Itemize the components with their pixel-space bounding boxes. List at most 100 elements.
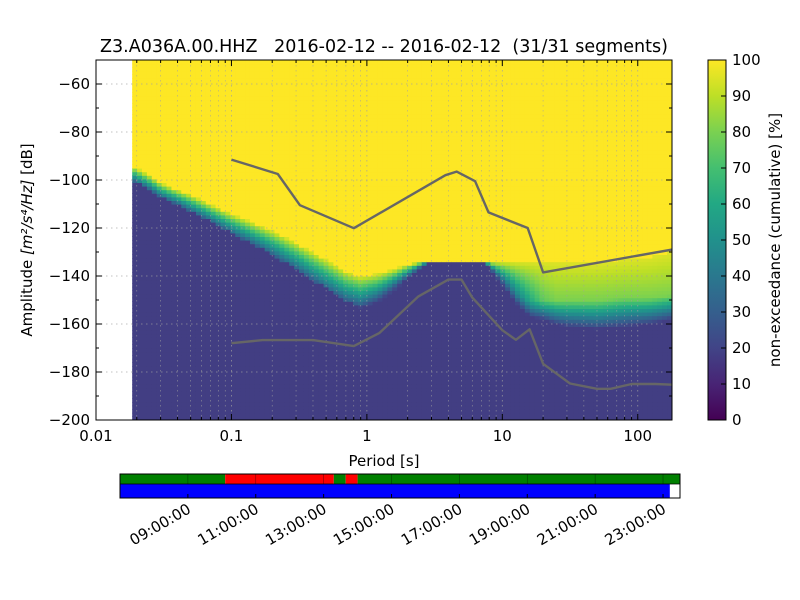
- heatmap-cell: [269, 160, 276, 165]
- heatmap-cell: [156, 67, 163, 72]
- heatmap-cell: [254, 373, 261, 378]
- heatmap-cell: [245, 243, 251, 248]
- heatmap-cell: [323, 211, 330, 216]
- heatmap-cell: [254, 312, 261, 317]
- heatmap-cell: [367, 405, 374, 410]
- heatmap-cell: [132, 301, 138, 306]
- heatmap-cell: [308, 160, 315, 165]
- heatmap-cell: [146, 348, 153, 353]
- heatmap-cell: [171, 128, 177, 133]
- heatmap-cell: [264, 276, 271, 281]
- heatmap-cell: [171, 139, 177, 144]
- heatmap-cell: [362, 189, 369, 194]
- heatmap-cell: [289, 409, 295, 414]
- heatmap-cell: [245, 150, 251, 155]
- heatmap-cell: [225, 171, 231, 176]
- heatmap-cell: [264, 412, 271, 417]
- heatmap-cell: [146, 416, 153, 420]
- heatmap-cell: [137, 146, 143, 151]
- heatmap-cell: [210, 366, 217, 371]
- heatmap-cell: [254, 171, 261, 176]
- heatmap-cell: [308, 132, 315, 137]
- heatmap-cell: [176, 146, 182, 151]
- heatmap-cell: [313, 337, 320, 342]
- heatmap-cell: [245, 88, 251, 93]
- heatmap-cell: [235, 103, 241, 108]
- heatmap-cell: [245, 297, 251, 302]
- heatmap-cell: [259, 283, 266, 288]
- heatmap-cell: [259, 85, 266, 90]
- heatmap-cell: [254, 240, 261, 245]
- heatmap-cell: [264, 272, 271, 277]
- heatmap-cell: [235, 117, 241, 122]
- heatmap-cell: [348, 412, 354, 417]
- heatmap-cell: [225, 312, 231, 317]
- heatmap-cell: [338, 362, 344, 367]
- heatmap-cell: [367, 124, 374, 129]
- heatmap-cell: [161, 146, 168, 151]
- heatmap-cell: [210, 92, 217, 97]
- heatmap-cell: [249, 60, 256, 65]
- heatmap-cell: [132, 240, 138, 245]
- heatmap-cell: [274, 114, 281, 119]
- heatmap-cell: [294, 63, 300, 68]
- heatmap-cell: [146, 240, 153, 245]
- heatmap-cell: [279, 240, 285, 245]
- heatmap-cell: [254, 319, 261, 324]
- heatmap-cell: [249, 304, 256, 309]
- heatmap-cell: [333, 207, 339, 212]
- heatmap-cell: [338, 67, 344, 72]
- heatmap-cell: [200, 315, 207, 320]
- heatmap-cell: [249, 405, 256, 410]
- heatmap-cell: [279, 330, 285, 335]
- heatmap-cell: [137, 380, 143, 385]
- heatmap-cell: [264, 247, 271, 252]
- heatmap-cell: [166, 286, 173, 291]
- heatmap-cell: [151, 214, 158, 219]
- heatmap-cell: [367, 261, 374, 266]
- heatmap-cell: [151, 150, 158, 155]
- heatmap-cell: [191, 85, 197, 90]
- heatmap-cell: [220, 258, 227, 263]
- heatmap-cell: [259, 384, 266, 389]
- heatmap-cell: [225, 106, 231, 111]
- heatmap-cell: [333, 250, 339, 255]
- heatmap-cell: [142, 315, 148, 320]
- heatmap-cell: [362, 258, 369, 263]
- heatmap-cell: [240, 78, 246, 83]
- heatmap-cell: [289, 207, 295, 212]
- heatmap-cell: [181, 229, 187, 234]
- heatmap-cell: [156, 218, 163, 223]
- heatmap-cell: [132, 175, 138, 180]
- heatmap-cell: [362, 232, 369, 237]
- heatmap-cell: [151, 114, 158, 119]
- heatmap-cell: [225, 153, 231, 158]
- heatmap-cell: [142, 261, 148, 266]
- heatmap-cell: [254, 106, 261, 111]
- heatmap-cell: [230, 193, 236, 198]
- heatmap-cell: [338, 250, 344, 255]
- heatmap-cell: [230, 196, 236, 201]
- heatmap-cell: [357, 70, 364, 75]
- heatmap-cell: [279, 333, 285, 338]
- heatmap-cell: [338, 348, 344, 353]
- heatmap-cell: [151, 128, 158, 133]
- heatmap-cell: [176, 276, 182, 281]
- heatmap-cell: [274, 330, 281, 335]
- heatmap-cell: [299, 85, 305, 90]
- heatmap-cell: [308, 304, 315, 309]
- heatmap-cell: [338, 254, 344, 259]
- heatmap-cell: [215, 276, 222, 281]
- heatmap-cell: [328, 139, 334, 144]
- heatmap-cell: [284, 132, 290, 137]
- heatmap-cell: [353, 398, 359, 403]
- heatmap-cell: [215, 380, 222, 385]
- heatmap-cell: [215, 124, 222, 129]
- heatmap-cell: [353, 193, 359, 198]
- heatmap-cell: [333, 272, 339, 277]
- heatmap-cell: [200, 272, 207, 277]
- heatmap-cell: [146, 60, 153, 65]
- heatmap-cell: [220, 146, 227, 151]
- heatmap-cell: [279, 283, 285, 288]
- heatmap-cell: [313, 92, 320, 97]
